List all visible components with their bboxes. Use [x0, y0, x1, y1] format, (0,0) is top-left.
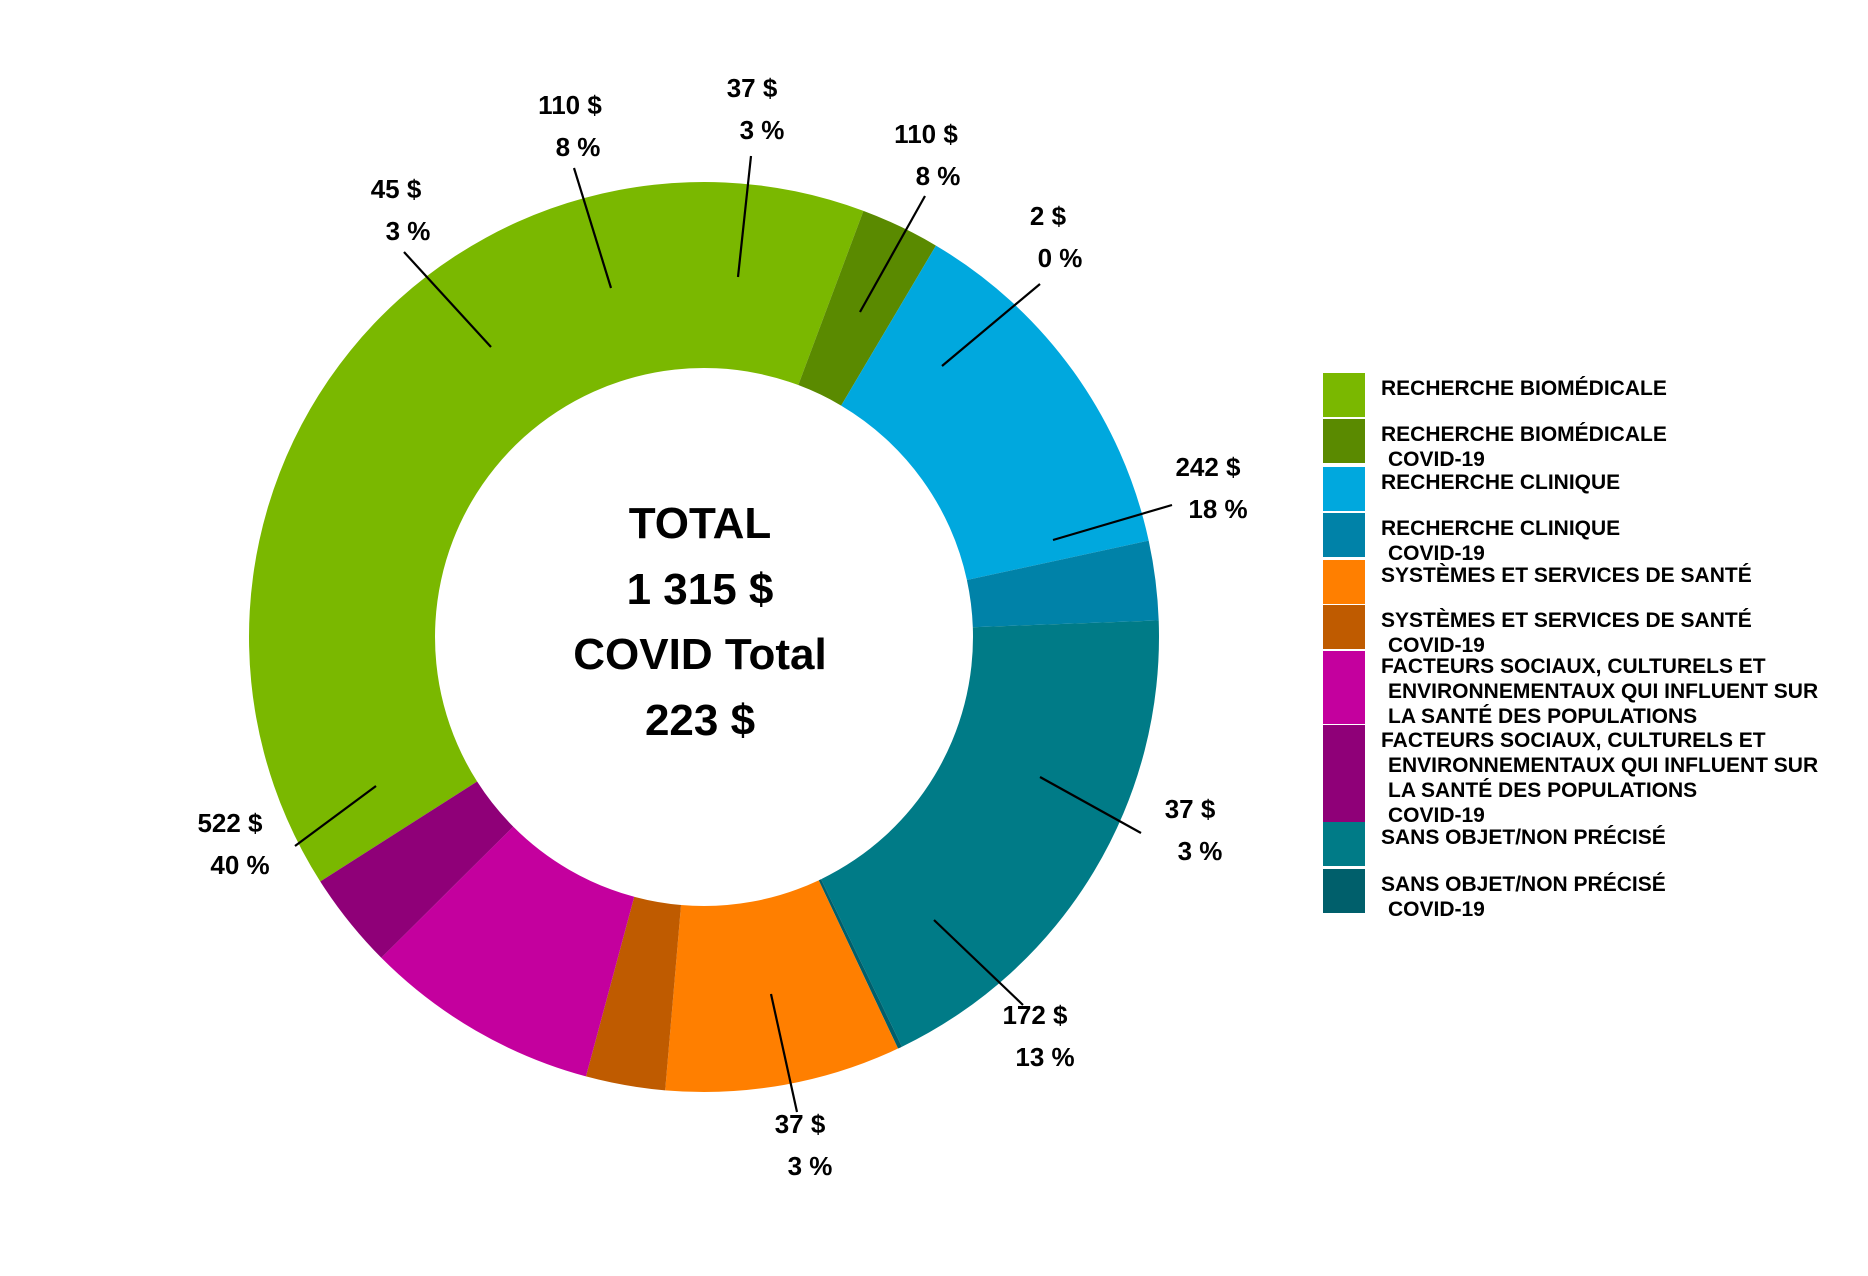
legend-label-2: RECHERCHE CLINIQUE: [1381, 471, 1620, 494]
center-covid-value: 223 $: [645, 696, 755, 745]
legend-swatch-1: [1323, 419, 1365, 463]
slice-value-label-2: 172 $: [1002, 1000, 1068, 1030]
donut-slice-2: [841, 245, 1149, 581]
slice-value-label-4: 242 $: [1175, 452, 1241, 482]
slice-percent-label-0: 40 %: [210, 850, 269, 880]
legend-label-0: RECHERCHE BIOMÉDICALE: [1381, 377, 1667, 400]
legend-swatch-6: [1323, 651, 1365, 724]
donut-slice-6: [665, 880, 899, 1092]
donut-slice-5: [818, 879, 902, 1049]
leader-line-7: [736, 155, 753, 278]
donut-slice-8: [381, 826, 635, 1077]
legend-swatch-2: [1323, 467, 1365, 511]
slice-value-label-0: 522 $: [197, 808, 263, 838]
legend-swatch-3: [1323, 513, 1365, 557]
slice-value-label-8: 110 $: [538, 90, 602, 120]
leader-line-5: [941, 283, 1041, 367]
legend-swatch-5: [1323, 605, 1365, 649]
leader-line-1: [769, 993, 799, 1113]
leader-line-6: [859, 195, 926, 313]
slice-value-label-7: 37 $: [727, 73, 778, 103]
slice-percent-label-9: 3 %: [386, 216, 431, 246]
legend-swatch-7: [1323, 725, 1365, 822]
leader-line-9: [403, 251, 492, 348]
legend-swatch-8: [1323, 822, 1365, 866]
legend-label-8: SANS OBJET/NON PRÉCISÉ: [1381, 826, 1666, 849]
donut-slice-9: [320, 781, 514, 958]
slice-percent-label-1: 3 %: [788, 1151, 833, 1181]
leader-line-4: [1052, 503, 1173, 542]
legend-swatch-9: [1323, 869, 1365, 913]
donut-slice-4: [821, 620, 1160, 1047]
legend-label-7: FACTEURS SOCIAUX, CULTURELS ET ENVIRONNEM…: [1381, 729, 1818, 827]
legend-swatch-0: [1323, 373, 1365, 417]
donut-slice-1: [798, 210, 936, 406]
legend-label-5: SYSTÈMES ET SERVICES DE SANTÉ COVID-19: [1381, 609, 1752, 657]
slice-percent-label-4: 18 %: [1188, 494, 1247, 524]
donut-slice-3: [966, 540, 1159, 628]
leader-line-3: [1039, 776, 1142, 834]
slice-value-label-1: 37 $: [775, 1109, 826, 1139]
leader-line-8: [572, 167, 613, 289]
legend-label-9: SANS OBJET/NON PRÉCISÉ COVID-19: [1381, 873, 1666, 921]
slice-percent-label-5: 0 %: [1038, 243, 1083, 273]
slice-percent-label-7: 3 %: [740, 115, 785, 145]
legend-label-3: RECHERCHE CLINIQUE COVID-19: [1381, 517, 1620, 565]
center-total-label: TOTAL: [629, 499, 772, 548]
legend-label-1: RECHERCHE BIOMÉDICALE COVID-19: [1381, 423, 1667, 471]
donut-slice-0: [249, 181, 864, 882]
leader-line-2: [933, 919, 1024, 1006]
legend-label-6: FACTEURS SOCIAUX, CULTURELS ET ENVIRONNEM…: [1381, 655, 1818, 728]
slice-percent-label-2: 13 %: [1015, 1042, 1074, 1072]
center-total-value: 1 315 $: [627, 565, 774, 614]
slice-percent-label-3: 3 %: [1178, 836, 1223, 866]
legend-swatch-4: [1323, 560, 1365, 604]
slice-value-label-9: 45 $: [371, 174, 422, 204]
slice-value-label-6: 110 $: [894, 119, 958, 149]
center-covid-label: COVID Total: [573, 630, 826, 679]
slice-value-label-5: 2 $: [1030, 201, 1067, 231]
slice-percent-label-8: 8 %: [556, 132, 601, 162]
slice-value-label-3: 37 $: [1165, 794, 1216, 824]
legend-label-4: SYSTÈMES ET SERVICES DE SANTÉ: [1381, 564, 1752, 587]
slice-percent-label-6: 8 %: [916, 161, 961, 191]
leader-line-0: [294, 785, 377, 847]
donut-slice-7: [585, 896, 682, 1091]
